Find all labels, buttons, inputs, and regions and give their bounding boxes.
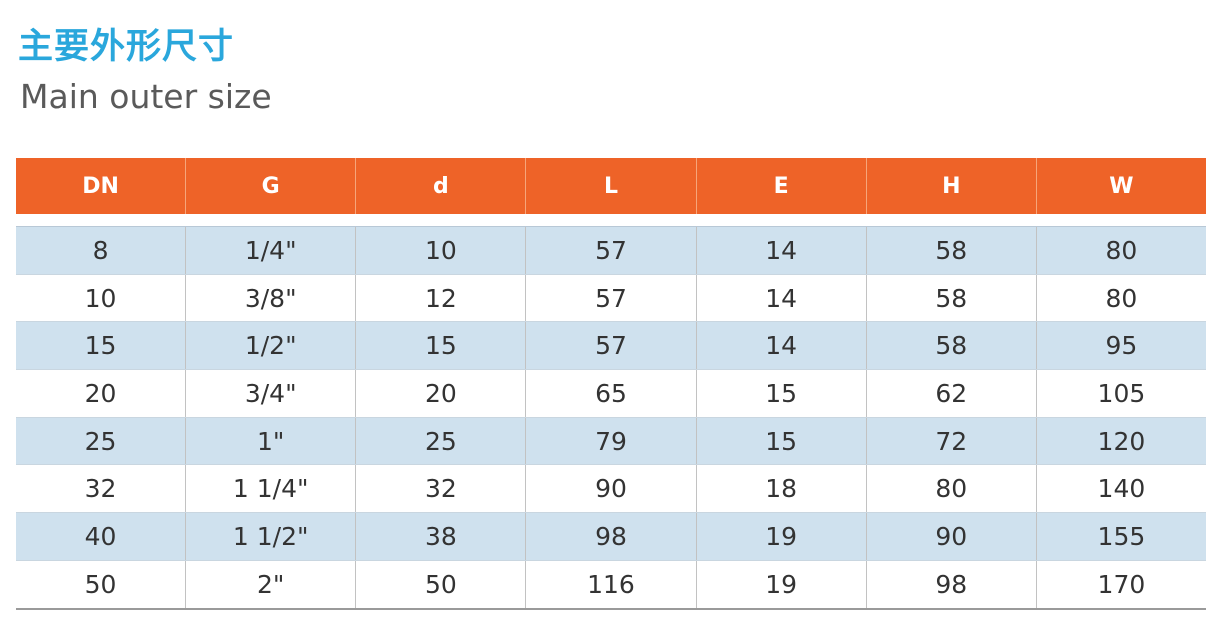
- table-cell-d: 12: [355, 274, 525, 322]
- table-cell-g: 3/8": [185, 274, 355, 322]
- column-header-g: G: [185, 158, 355, 214]
- table-cell-d: 10: [355, 227, 525, 274]
- table-cell-l: 65: [525, 370, 695, 417]
- table-cell-g: 1 1/4": [185, 465, 355, 513]
- table-cell-w: 80: [1035, 227, 1206, 274]
- table-cell-w: 120: [1035, 417, 1206, 465]
- table-cell-dn: 40: [84, 521, 117, 551]
- table-cell-l: 57: [525, 322, 695, 370]
- column-header-w: W: [1035, 158, 1206, 214]
- table-cell-dn: 20: [84, 378, 117, 408]
- table-cell-l: 90: [525, 465, 695, 513]
- table-row: 25 1" 25 79 15 72 120: [16, 416, 1206, 465]
- table-cell-h: 80: [865, 465, 1036, 513]
- table-row: 32 1 1/4" 32 90 18 80 140: [16, 464, 1206, 513]
- table-row: 20 3/4" 20 65 15 62 105: [16, 369, 1206, 417]
- table-row: 8 1/4" 10 57 14 58 80: [16, 226, 1206, 274]
- table-cell-w: 155: [1035, 513, 1206, 560]
- table-cell-h: 58: [865, 274, 1036, 322]
- table-cell-g: 1 1/2": [185, 513, 355, 560]
- table-cell-h: 58: [865, 227, 1036, 274]
- table-cell-l: 79: [525, 417, 695, 465]
- table-cell-e: 14: [695, 274, 866, 322]
- table-cell-e: 19: [695, 513, 866, 560]
- table-cell-l: 57: [525, 227, 695, 274]
- table-cell-d: 25: [355, 417, 525, 465]
- table-cell-l: 98: [525, 513, 695, 560]
- column-header-dn: DN: [82, 173, 119, 199]
- table-cell-d: 50: [355, 560, 525, 608]
- table-cell-h: 58: [865, 322, 1036, 370]
- table-cell-g: 2": [185, 560, 355, 608]
- table-cell-e: 19: [695, 560, 866, 608]
- table-cell-d: 20: [355, 370, 525, 417]
- table-row: 15 1/2" 15 57 14 58 95: [16, 321, 1206, 370]
- column-header-l: L: [525, 158, 695, 214]
- table-cell-g: 1/2": [185, 322, 355, 370]
- table-cell-h: 90: [865, 513, 1036, 560]
- table-body: 8 1/4" 10 57 14 58 80 10 3/8" 12 57 14 58 80 15 1/2" 15 5…: [16, 226, 1206, 610]
- table-cell-g: 3/4": [185, 370, 355, 417]
- table-row: 10 3/8" 12 57 14 58 80: [16, 273, 1206, 322]
- table-cell-dn: 10: [84, 283, 117, 313]
- page-title-english: Main outer size: [20, 77, 272, 116]
- table-cell-d: 38: [355, 513, 525, 560]
- table-row: 40 1 1/2" 38 98 19 90 155: [16, 512, 1206, 560]
- table-cell-dn: 25: [84, 426, 117, 456]
- table-cell-w: 105: [1035, 370, 1206, 417]
- table-cell-dn: 8: [92, 235, 109, 265]
- table-cell-g: 1/4": [185, 227, 355, 274]
- table-cell-d: 32: [355, 465, 525, 513]
- dimensions-table: DN G d L E H W 8 1/4" 10 57 14 58 80 10 3/8" 12 57…: [16, 158, 1206, 610]
- table-cell-h: 72: [865, 417, 1036, 465]
- table-cell-l: 57: [525, 274, 695, 322]
- table-cell-e: 15: [695, 370, 866, 417]
- table-cell-e: 14: [695, 227, 866, 274]
- table-cell-d: 15: [355, 322, 525, 370]
- table-cell-e: 15: [695, 417, 866, 465]
- table-cell-e: 14: [695, 322, 866, 370]
- table-cell-l: 116: [525, 560, 695, 608]
- table-cell-w: 170: [1035, 560, 1206, 608]
- table-cell-g: 1": [185, 417, 355, 465]
- table-cell-dn: 15: [84, 331, 117, 361]
- table-cell-dn: 32: [84, 474, 117, 504]
- table-cell-dn: 50: [84, 569, 117, 599]
- column-header-h: H: [865, 158, 1036, 214]
- table-cell-w: 95: [1035, 322, 1206, 370]
- table-cell-e: 18: [695, 465, 866, 513]
- page-title-chinese: 主要外形尺寸: [18, 27, 235, 67]
- table-cell-w: 140: [1035, 465, 1206, 513]
- table-row: 50 2" 50 116 19 98 170: [16, 559, 1206, 608]
- table-cell-w: 80: [1035, 274, 1206, 322]
- table-header-row: DN G d L E H W: [16, 158, 1206, 214]
- column-header-d: d: [355, 158, 525, 214]
- table-cell-h: 98: [865, 560, 1036, 608]
- column-header-e: E: [695, 158, 866, 214]
- table-cell-h: 62: [865, 370, 1036, 417]
